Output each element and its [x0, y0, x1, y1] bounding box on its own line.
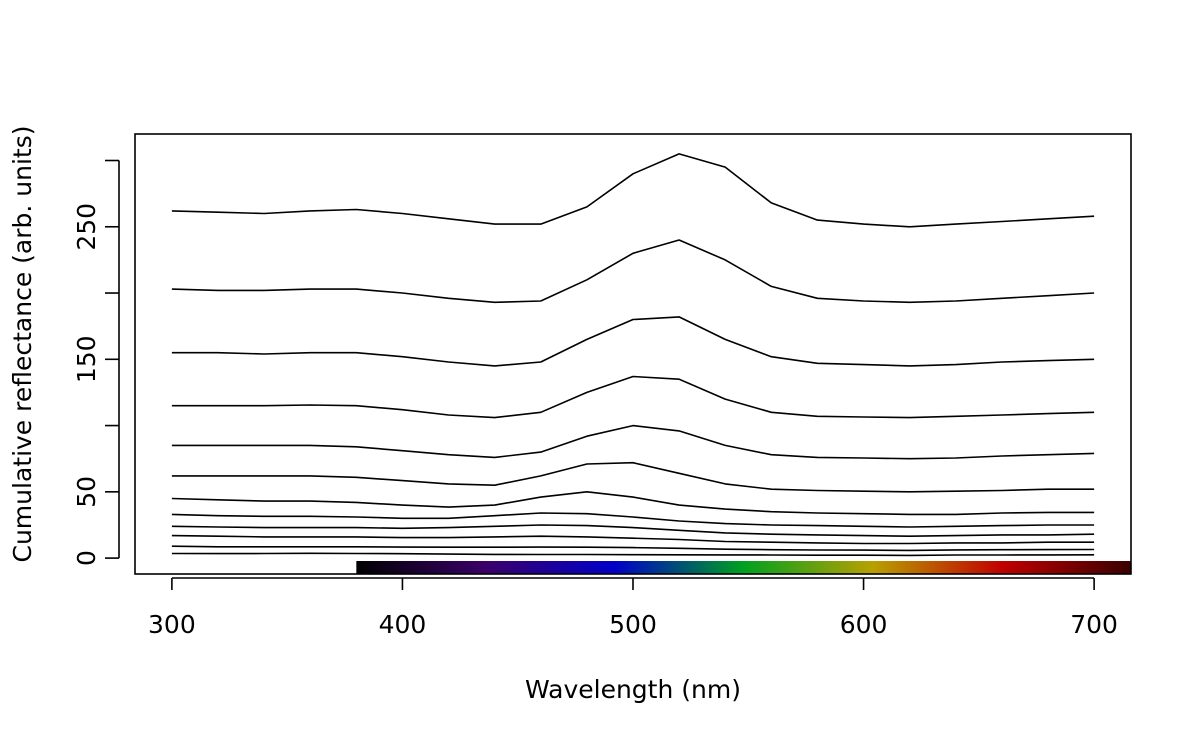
x-tick-label: 300	[148, 610, 196, 639]
series-layer	[171, 153, 1095, 557]
series-line-2	[171, 545, 1095, 552]
series-line-5	[171, 512, 1095, 528]
series-line-10	[171, 316, 1095, 367]
y-tick-label: 0	[72, 550, 101, 566]
x-axis: 300 400 500 600 700	[148, 577, 1118, 639]
series-line-12	[171, 153, 1095, 228]
series-line-11	[171, 239, 1095, 304]
plot-frame	[134, 133, 1132, 575]
spectrum-bar	[356, 561, 1131, 574]
x-tick-label: 500	[609, 610, 657, 639]
x-tick-label: 400	[379, 610, 427, 639]
series-line-6	[171, 491, 1095, 516]
y-axis: 0 50 150 250	[72, 159, 120, 566]
series-line-4	[171, 524, 1095, 537]
series-line-9	[171, 375, 1095, 419]
series-line-3	[171, 534, 1095, 545]
x-tick-label: 600	[840, 610, 888, 639]
series-line-8	[171, 424, 1095, 460]
series-line-7	[171, 461, 1095, 493]
x-axis-label: Wavelength (nm)	[525, 675, 741, 704]
y-tick-label: 50	[72, 476, 101, 508]
y-axis-label: Cumulative reflectance (arb. units)	[8, 126, 37, 563]
y-tick-label: 250	[72, 203, 101, 251]
x-tick-label: 700	[1070, 610, 1118, 639]
y-tick-label: 150	[72, 335, 101, 383]
series-line-1	[171, 552, 1095, 557]
